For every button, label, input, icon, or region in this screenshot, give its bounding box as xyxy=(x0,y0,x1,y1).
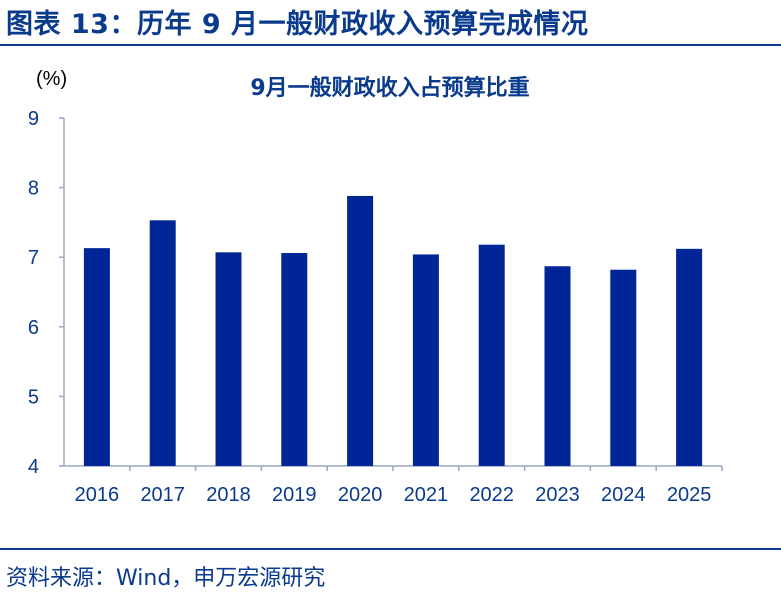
bar-2020 xyxy=(347,195,374,466)
x-tick-label-2023: 2023 xyxy=(535,484,580,506)
y-tick-label: 4 xyxy=(28,456,39,478)
bars xyxy=(83,195,703,466)
y-tick-label: 7 xyxy=(28,247,39,269)
y-tick-label: 6 xyxy=(28,317,39,339)
x-tick-label-2019: 2019 xyxy=(272,484,317,506)
x-tick-label-2022: 2022 xyxy=(469,484,514,506)
bar-2025 xyxy=(676,248,703,466)
bar-2021 xyxy=(412,254,439,466)
y-axis-unit: (%) xyxy=(36,68,67,90)
bar-2022 xyxy=(478,244,505,466)
y-tick-labels: 4 5 6 7 8 9 xyxy=(28,108,39,478)
x-tick-label-2020: 2020 xyxy=(338,484,383,506)
title-rule xyxy=(0,44,781,46)
x-tick-labels: 2016 2017 2018 2019 2020 2021 2022 2023 2024 2025 xyxy=(75,484,712,506)
y-tick-label: 5 xyxy=(28,386,39,408)
bar-2023 xyxy=(544,266,571,466)
y-tick-label: 8 xyxy=(28,178,39,200)
x-tick-label-2016: 2016 xyxy=(75,484,120,506)
x-tick-label-2017: 2017 xyxy=(140,484,185,506)
bar-2024 xyxy=(610,269,637,466)
bar-2016 xyxy=(83,248,110,466)
bar-2019 xyxy=(281,253,308,466)
source-note: 资料来源：Wind，申万宏源研究 xyxy=(6,566,326,591)
x-tick-label-2024: 2024 xyxy=(601,484,646,506)
x-tick-label-2021: 2021 xyxy=(404,484,449,506)
x-tick-label-2018: 2018 xyxy=(206,484,251,506)
source-rule xyxy=(0,548,781,550)
bar-2017 xyxy=(149,220,176,466)
chart-title: 9月一般财政收入占预算比重 xyxy=(250,75,529,101)
y-tick-label: 9 xyxy=(28,108,39,130)
bar-2018 xyxy=(215,252,242,466)
x-tick-label-2025: 2025 xyxy=(667,484,712,506)
figure-title: 图表 13：历年 9 月一般财政收入预算完成情况 xyxy=(6,9,589,40)
